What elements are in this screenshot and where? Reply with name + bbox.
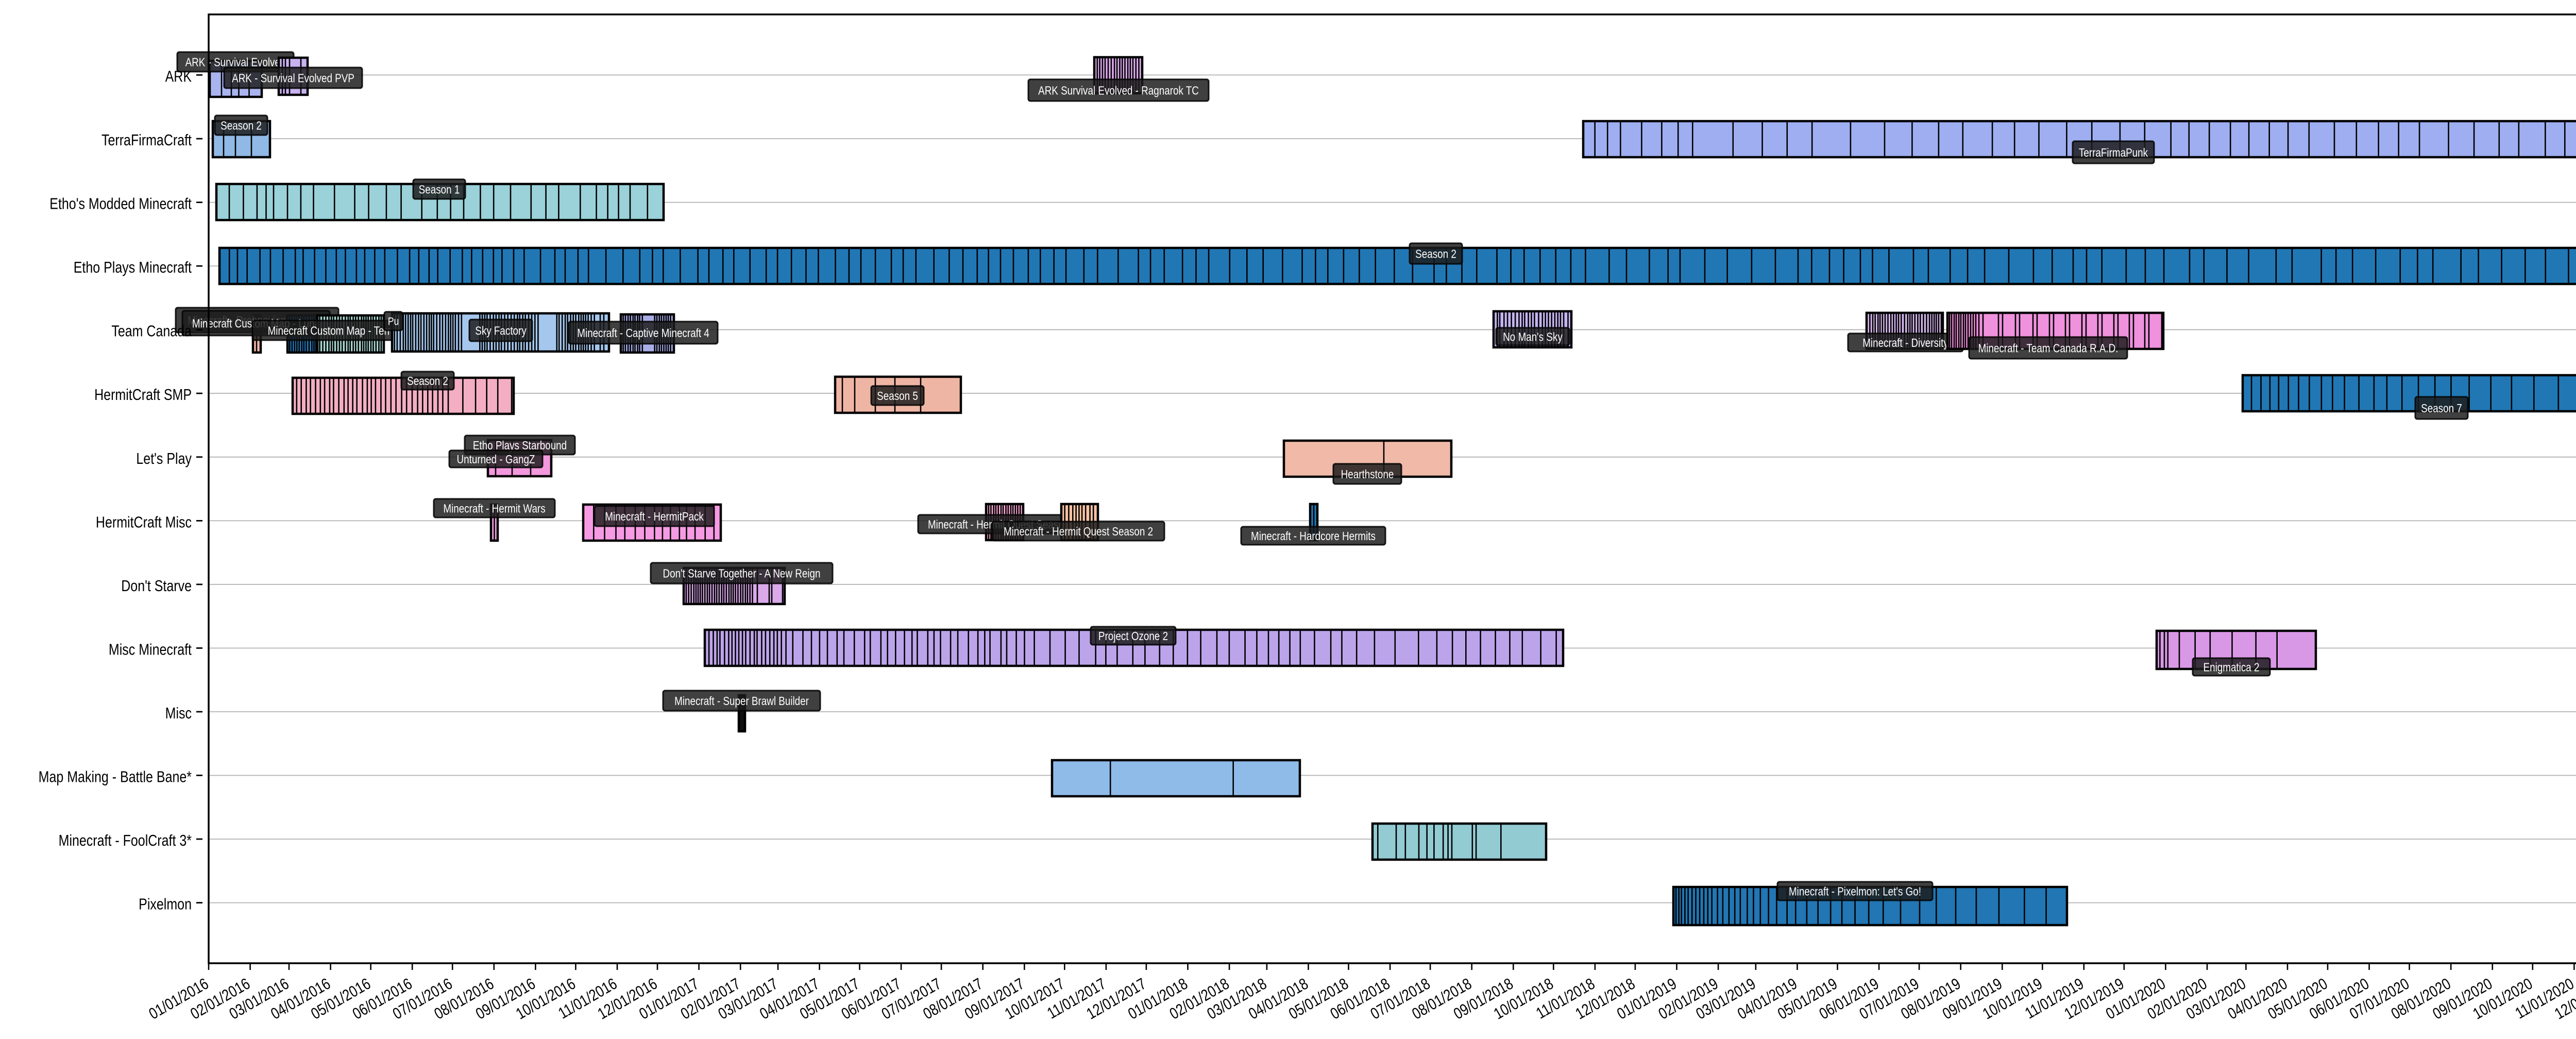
- svg-text:Misc: Misc: [165, 705, 192, 722]
- svg-text:Minecraft - Hermit Quest Seaso: Minecraft - Hermit Quest Season 2: [1004, 525, 1153, 538]
- svg-text:Etho's Modded Minecraft: Etho's Modded Minecraft: [49, 195, 192, 212]
- svg-text:Team Canada: Team Canada: [111, 322, 192, 340]
- svg-text:Minecraft - Captive Minecraft: Minecraft - Captive Minecraft 4: [577, 327, 709, 340]
- svg-text:Etho Plays Minecraft: Etho Plays Minecraft: [74, 259, 192, 276]
- svg-text:Season 1: Season 1: [419, 183, 460, 196]
- svg-text:Don't Starve: Don't Starve: [121, 577, 192, 595]
- svg-text:ARK Survival Evolved - Ragnaro: ARK Survival Evolved - Ragnarok TC: [1038, 85, 1199, 97]
- svg-text:TerraFirmaCraft: TerraFirmaCraft: [101, 131, 192, 149]
- svg-text:Minecraft - Super Brawl Builde: Minecraft - Super Brawl Builder: [674, 695, 809, 708]
- svg-text:Minecraft - Diversity: Minecraft - Diversity: [1862, 337, 1948, 349]
- svg-text:Hearthstone: Hearthstone: [1341, 468, 1394, 481]
- svg-text:No Man's Sky: No Man's Sky: [1503, 331, 1563, 344]
- svg-text:Season 5: Season 5: [877, 390, 918, 403]
- svg-text:Project Ozone 2: Project Ozone 2: [1098, 630, 1168, 643]
- svg-text:ARK - Survival Evolved PVP: ARK - Survival Evolved PVP: [232, 72, 354, 85]
- svg-text:HermitCraft Misc: HermitCraft Misc: [96, 513, 192, 531]
- svg-text:ARK: ARK: [165, 68, 192, 85]
- svg-text:Unturned - GangZ: Unturned - GangZ: [457, 453, 535, 466]
- svg-text:Season 7: Season 7: [2421, 402, 2462, 415]
- svg-text:Enigmatica 2: Enigmatica 2: [2204, 661, 2260, 674]
- svg-text:Minecraft - HermitPack: Minecraft - HermitPack: [605, 510, 704, 523]
- svg-text:HermitCraft SMP: HermitCraft SMP: [94, 386, 192, 404]
- svg-text:Minecraft - FoolCraft 3*: Minecraft - FoolCraft 3*: [59, 832, 192, 849]
- svg-text:Season 2: Season 2: [1415, 248, 1456, 261]
- svg-text:Season 2: Season 2: [221, 120, 262, 132]
- svg-text:Minecraft - Pixelmon: Let's Go: Minecraft - Pixelmon: Let's Go!: [1789, 885, 1921, 898]
- svg-text:Minecraft - Team Canada R.A.D.: Minecraft - Team Canada R.A.D.: [1978, 342, 2119, 355]
- svg-text:Map Making - Battle Bane*: Map Making - Battle Bane*: [39, 768, 192, 785]
- svg-text:Sky Factory: Sky Factory: [475, 325, 527, 338]
- svg-text:TerraFirmaPunk: TerraFirmaPunk: [2079, 146, 2148, 159]
- svg-text:Minecraft - Hardcore Hermits: Minecraft - Hardcore Hermits: [1251, 530, 1376, 543]
- svg-text:Don't Starve Together - A New: Don't Starve Together - A New Reign: [663, 567, 821, 580]
- svg-text:Misc Minecraft: Misc Minecraft: [109, 641, 192, 658]
- svg-text:Minecraft - Hermit Wars: Minecraft - Hermit Wars: [443, 502, 545, 515]
- svg-text:Pu: Pu: [388, 315, 399, 328]
- svg-text:Season 2: Season 2: [407, 375, 448, 388]
- svg-text:Let's Play: Let's Play: [136, 449, 192, 467]
- svg-text:Pixelmon: Pixelmon: [139, 895, 192, 913]
